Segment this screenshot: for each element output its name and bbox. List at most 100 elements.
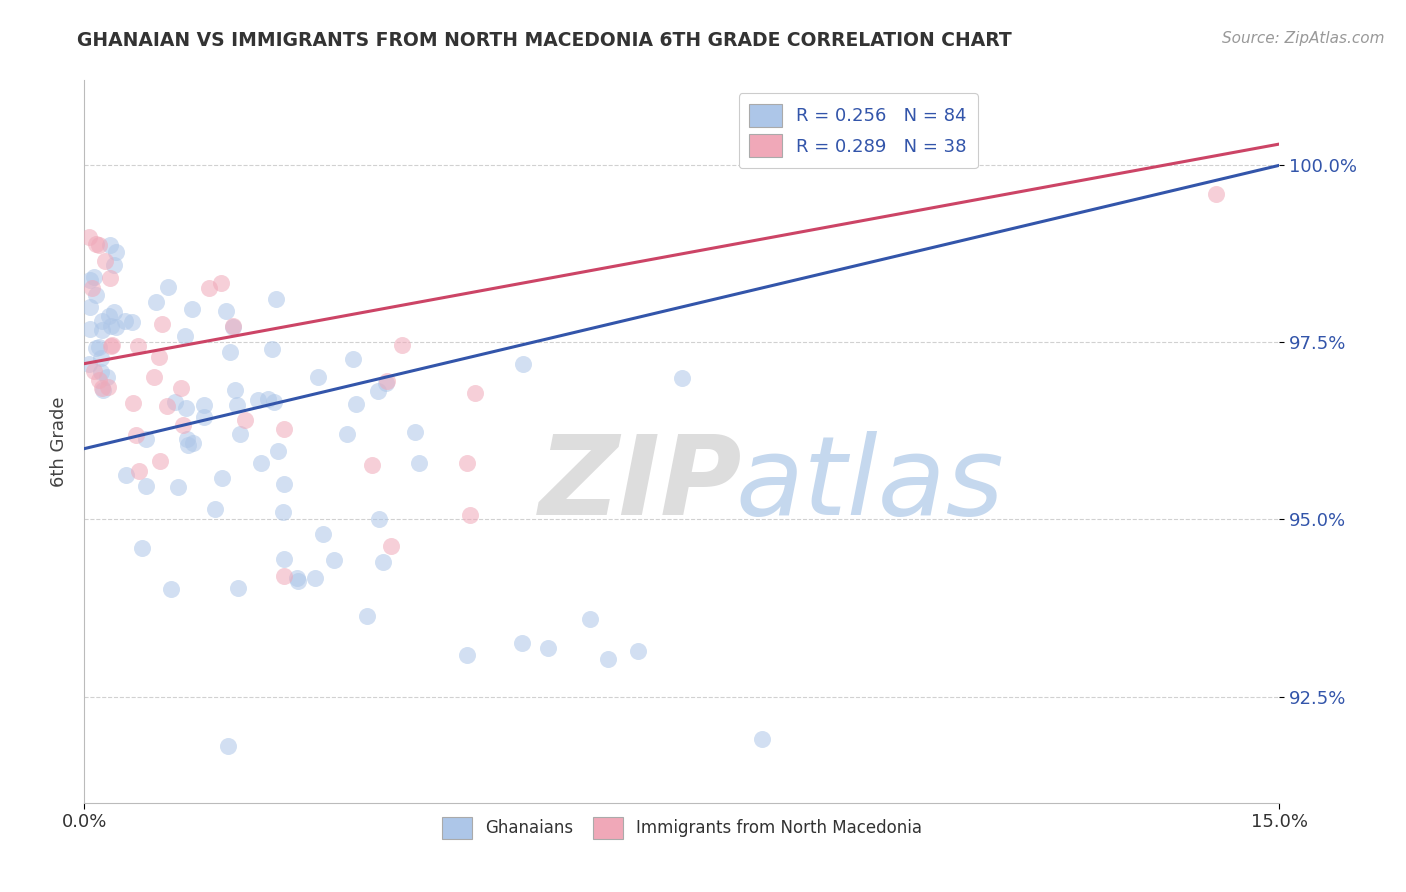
Point [285, 571, 308, 585]
Point [456, 648, 478, 662]
Point [115, 467, 138, 482]
Point [193, 398, 215, 412]
Point [105, 320, 128, 334]
Point [375, 374, 398, 388]
Point [215, 303, 238, 318]
Point [150, 318, 173, 332]
Point [181, 302, 204, 317]
Point [247, 392, 270, 407]
Point [342, 351, 364, 366]
Point [304, 571, 326, 585]
Point [131, 541, 153, 555]
Point [89, 373, 111, 387]
Point [84, 287, 107, 301]
Point [287, 574, 309, 589]
Point [408, 456, 430, 470]
Point [361, 458, 384, 472]
Point [249, 456, 271, 470]
Point [86, 342, 108, 356]
Point [87, 237, 110, 252]
Point [96, 370, 118, 384]
Text: atlas: atlas [735, 432, 1004, 539]
Point [176, 438, 198, 452]
Point [156, 279, 179, 293]
Point [167, 480, 190, 494]
Point [156, 399, 179, 413]
Point [122, 396, 145, 410]
Point [101, 338, 124, 352]
Point [211, 471, 233, 485]
Point [224, 383, 246, 397]
Text: GHANAIAN VS IMMIGRANTS FROM NORTH MACEDONIA 6TH GRADE CORRELATION CHART: GHANAIAN VS IMMIGRANTS FROM NORTH MACEDO… [77, 31, 1012, 50]
Point [79, 273, 101, 287]
Point [94, 253, 117, 268]
Point [98, 238, 121, 252]
Point [367, 384, 389, 398]
Point [174, 401, 197, 416]
Point [172, 418, 194, 433]
Point [323, 553, 346, 567]
Point [751, 732, 773, 747]
Point [79, 300, 101, 314]
Point [77, 357, 100, 371]
Point [83, 364, 105, 378]
Point [368, 512, 391, 526]
Point [87, 340, 110, 354]
Point [512, 357, 534, 371]
Point [307, 370, 329, 384]
Point [222, 318, 245, 333]
Point [198, 281, 221, 295]
Point [135, 432, 157, 446]
Point [176, 432, 198, 446]
Point [240, 853, 263, 867]
Point [273, 477, 295, 491]
Point [263, 394, 285, 409]
Point [312, 526, 335, 541]
Point [165, 395, 187, 409]
Point [91, 381, 114, 395]
Point [271, 506, 294, 520]
Point [160, 582, 183, 597]
Point [219, 345, 242, 359]
Point [380, 540, 402, 554]
Point [456, 456, 478, 470]
Point [103, 305, 125, 319]
Point [100, 339, 122, 353]
Point [627, 644, 650, 658]
Point [266, 443, 288, 458]
Point [91, 313, 114, 327]
Point [404, 425, 426, 440]
Point [596, 652, 619, 666]
Point [103, 258, 125, 272]
Point [464, 386, 486, 401]
Point [181, 436, 204, 450]
Point [77, 230, 100, 244]
Point [344, 397, 367, 411]
Point [510, 636, 533, 650]
Point [100, 319, 122, 334]
Point [83, 270, 105, 285]
Point [145, 295, 167, 310]
Point [222, 319, 245, 334]
Point [209, 276, 232, 290]
Point [204, 502, 226, 516]
Point [537, 641, 560, 656]
Point [127, 339, 149, 353]
Y-axis label: 6th Grade: 6th Grade [49, 396, 67, 487]
Point [142, 370, 165, 384]
Point [93, 383, 115, 397]
Point [229, 427, 252, 442]
Point [97, 380, 120, 394]
Point [174, 328, 197, 343]
Point [374, 376, 396, 390]
Point [217, 739, 239, 753]
Point [226, 581, 249, 595]
Point [273, 551, 295, 566]
Text: ZIP: ZIP [538, 432, 742, 539]
Point [90, 351, 112, 365]
Point [79, 321, 101, 335]
Point [90, 366, 112, 380]
Point [125, 427, 148, 442]
Point [121, 315, 143, 329]
Point [336, 427, 359, 442]
